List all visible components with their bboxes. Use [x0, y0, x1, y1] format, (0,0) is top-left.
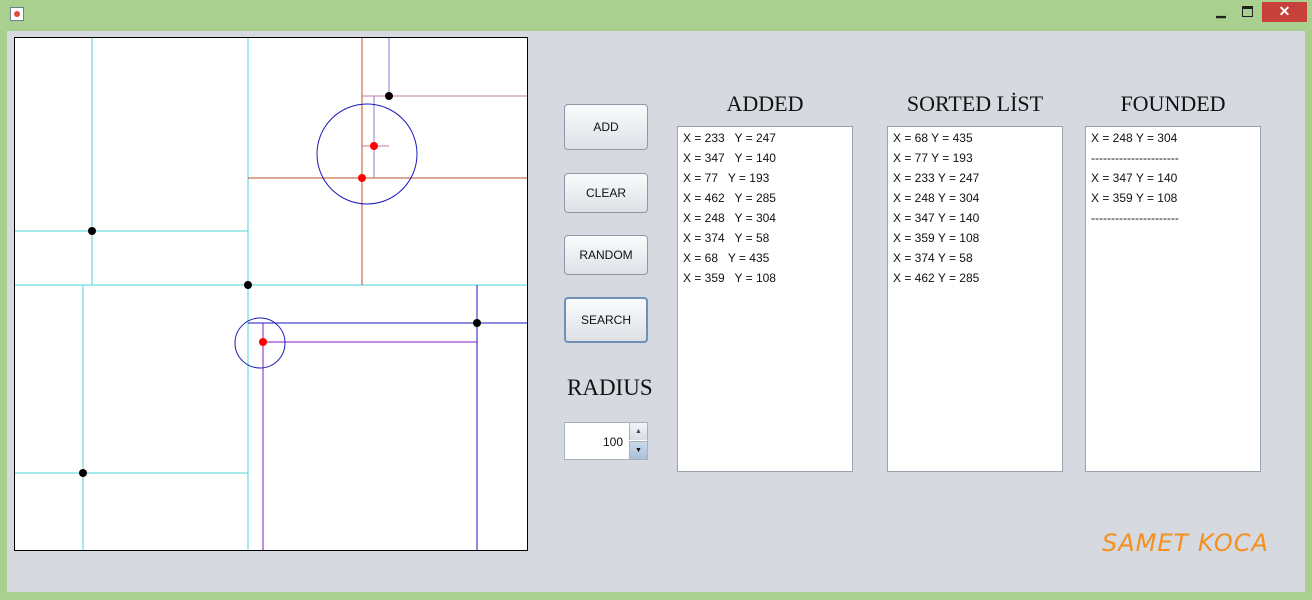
- list-item[interactable]: X = 68 Y = 435: [683, 251, 770, 265]
- list-item[interactable]: X = 462 Y = 285: [683, 191, 776, 205]
- list-item[interactable]: X = 347 Y = 140: [893, 211, 980, 225]
- kd-tree-canvas[interactable]: [14, 37, 528, 551]
- founded-title: FOUNDED: [1120, 91, 1226, 116]
- list-item[interactable]: X = 248 Y = 304: [683, 211, 776, 225]
- point-marker: [79, 469, 87, 477]
- list-item[interactable]: X = 233 Y = 247: [683, 131, 776, 145]
- maximize-icon[interactable]: [1234, 2, 1260, 22]
- spin-up-icon[interactable]: ▲: [629, 423, 647, 440]
- list-item[interactable]: X = 77 Y = 193: [683, 171, 770, 185]
- author-signature: SAMET KOCA: [1102, 529, 1269, 557]
- found-point-marker: [370, 142, 378, 150]
- founded-list[interactable]: X = 248 Y = 304 ---------------------- X…: [1085, 126, 1261, 472]
- list-item[interactable]: X = 248 Y = 304: [1091, 131, 1178, 145]
- radius-value[interactable]: 100: [602, 435, 623, 449]
- sorted-list[interactable]: X = 68 Y = 435 X = 77 Y = 193 X = 233 Y …: [887, 126, 1063, 472]
- title-bar: ▁ ✕: [0, 0, 1312, 30]
- list-item[interactable]: X = 233 Y = 247: [893, 171, 980, 185]
- minimize-icon[interactable]: ▁: [1216, 4, 1226, 18]
- main-panel: ADD CLEAR RANDOM SEARCH RADIUS 100 ▲ ▼ A…: [7, 31, 1305, 592]
- added-list[interactable]: X = 233 Y = 247 X = 347 Y = 140 X = 77 Y…: [677, 126, 853, 472]
- clear-button[interactable]: CLEAR: [564, 173, 648, 213]
- found-point-marker: [358, 174, 366, 182]
- add-button[interactable]: ADD: [564, 104, 648, 150]
- list-item[interactable]: X = 374 Y = 58: [893, 251, 973, 265]
- search-circle: [234, 317, 286, 369]
- radius-spinner[interactable]: 100 ▲ ▼: [564, 422, 648, 460]
- close-icon[interactable]: ✕: [1262, 2, 1307, 22]
- list-item[interactable]: X = 359 Y = 108: [893, 231, 980, 245]
- list-item[interactable]: X = 359 Y = 108: [683, 271, 776, 285]
- random-button[interactable]: RANDOM: [564, 235, 648, 275]
- list-item[interactable]: X = 77 Y = 193: [893, 151, 973, 165]
- list-item[interactable]: X = 347 Y = 140: [1091, 171, 1178, 185]
- list-item[interactable]: X = 68 Y = 435: [893, 131, 973, 145]
- kd-tree-drawing: [15, 38, 527, 550]
- list-item[interactable]: X = 374 Y = 58: [683, 231, 770, 245]
- sorted-list-title: SORTED LİST: [906, 91, 1044, 116]
- list-item[interactable]: X = 248 Y = 304: [893, 191, 980, 205]
- found-point-marker: [259, 338, 267, 346]
- radius-label: RADIUS: [567, 375, 653, 400]
- list-item[interactable]: X = 359 Y = 108: [1091, 191, 1178, 205]
- point-marker: [473, 319, 481, 327]
- added-title: ADDED: [726, 91, 804, 116]
- list-separator: ----------------------: [1091, 151, 1179, 165]
- search-button[interactable]: SEARCH: [564, 297, 648, 343]
- spin-down-icon[interactable]: ▼: [629, 441, 647, 459]
- point-marker: [244, 281, 252, 289]
- list-separator: ----------------------: [1091, 211, 1179, 225]
- search-circle: [316, 103, 418, 205]
- point-marker: [88, 227, 96, 235]
- list-item[interactable]: X = 462 Y = 285: [893, 271, 980, 285]
- java-cup-icon[interactable]: [10, 7, 24, 21]
- list-item[interactable]: X = 347 Y = 140: [683, 151, 776, 165]
- point-marker: [385, 92, 393, 100]
